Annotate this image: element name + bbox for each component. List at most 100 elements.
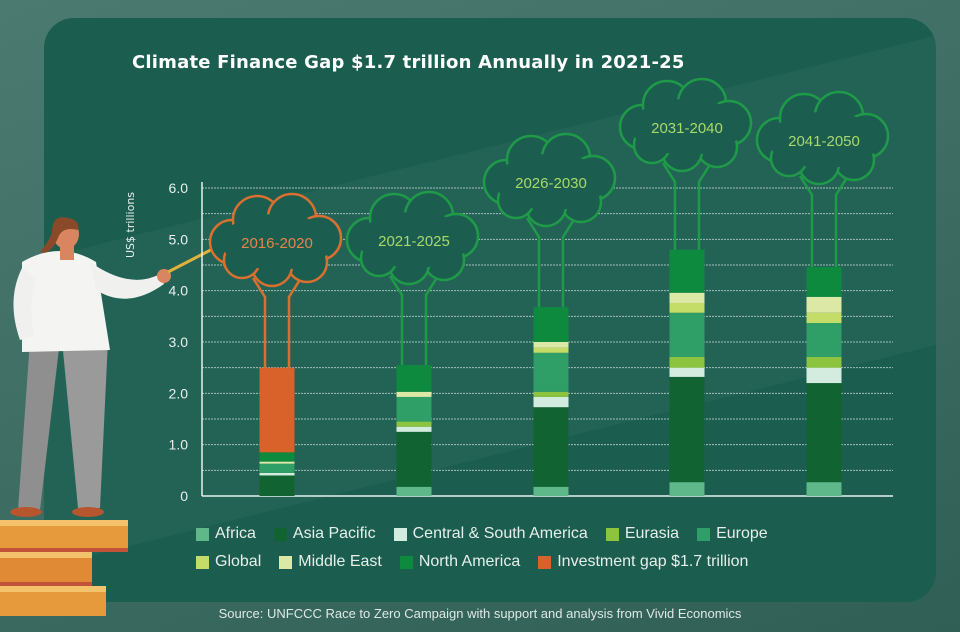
- legend-item: North America: [399, 553, 521, 571]
- bar-segment-central-south-america: [669, 367, 705, 377]
- bar-segment-central-south-america: [259, 472, 295, 476]
- tree-period-label: 2041-2050: [788, 133, 860, 150]
- legend-item: Investment gap $1.7 trillion: [538, 553, 748, 571]
- bar-segment-north-america: [669, 249, 705, 293]
- tree-canopy: [345, 190, 480, 286]
- chart-title: Climate Finance Gap $1.7 trillion Annual…: [132, 52, 685, 73]
- tree-trunk: [251, 277, 303, 368]
- bar-segment-global: [533, 347, 569, 353]
- bar-segment-north-america: [533, 307, 569, 342]
- tree-trunk: [798, 175, 850, 268]
- presenter-illustration: [0, 217, 227, 616]
- bar-segment-central-south-america: [396, 426, 432, 432]
- legend: Africa Asia Pacific Central & South Americ…: [196, 520, 856, 576]
- legend-label: Eurasia: [624, 525, 680, 542]
- legend-swatch: [273, 527, 287, 541]
- bar-segment-asia-pacific: [669, 376, 705, 483]
- legend-row: Global Middle East North America Investment…: [196, 548, 856, 576]
- tree-outline: 2021-2025: [345, 190, 480, 366]
- bar-segment-asia-pacific: [259, 475, 295, 496]
- bar-segment-central-south-america: [533, 396, 569, 408]
- bar-segment-global: [806, 312, 842, 324]
- bar-segment-investment-gap-1-7-trillion: [259, 367, 295, 453]
- legend-label: Global: [215, 553, 262, 570]
- bar-segment-europe: [806, 323, 842, 357]
- tree-canopy: [208, 192, 343, 288]
- bar-segment-europe: [669, 312, 705, 357]
- tree-outline: 2041-2050: [755, 90, 890, 268]
- bar-stack-2031-2040: [669, 249, 705, 496]
- bar-stack-2041-2050: [806, 267, 842, 496]
- y-tick-label: 2.0: [169, 385, 189, 401]
- legend-label: Africa: [215, 525, 256, 542]
- bar-segment-north-america: [259, 452, 295, 462]
- legend-label: North America: [418, 553, 521, 570]
- bar-segment-africa: [533, 486, 569, 496]
- legend-swatch: [697, 527, 711, 541]
- bar-segment-eurasia: [396, 421, 432, 427]
- bar-segment-eurasia: [533, 391, 569, 397]
- legend-swatch: [393, 527, 407, 541]
- bar-segment-middle-east: [259, 461, 295, 464]
- bar-segment-asia-pacific: [396, 431, 432, 487]
- tree-outline: 2026-2030: [482, 132, 617, 308]
- legend-item: Eurasia: [605, 525, 680, 543]
- bar-segment-middle-east: [806, 296, 842, 313]
- legend-item: Central & South America: [393, 525, 588, 543]
- bar-segment-north-america: [396, 365, 432, 392]
- source-note: Source: UNFCCC Race to Zero Campaign wit…: [218, 606, 742, 621]
- canopy-fill: [495, 154, 607, 210]
- bar-segment-europe: [533, 352, 569, 392]
- bar-segment-central-south-america: [806, 367, 842, 384]
- legend-row: Africa Asia Pacific Central & South Americ…: [196, 520, 856, 548]
- bar-stack-2026-2030: [533, 307, 569, 496]
- tree-canopy: [755, 90, 890, 186]
- bar-segment-middle-east: [396, 391, 432, 397]
- bar-segment-africa: [396, 486, 432, 496]
- legend-swatch: [399, 555, 413, 569]
- bar-segment-eurasia: [669, 356, 705, 368]
- canopy-fill: [358, 212, 470, 268]
- legend-item: Europe: [697, 525, 768, 543]
- tree-period-label: 2016-2020: [241, 235, 313, 252]
- bar-stack-2016-2020: [259, 367, 295, 496]
- legend-label: Investment gap $1.7 trillion: [557, 553, 749, 570]
- tree-trunk: [388, 275, 440, 366]
- legend-label: Europe: [716, 525, 768, 542]
- bar-stack-2021-2025: [396, 365, 432, 496]
- legend-item: Africa: [196, 525, 256, 543]
- legend-item: Middle East: [279, 553, 382, 571]
- y-tick-label: 1.0: [169, 437, 189, 453]
- y-tick-label: 5.0: [169, 231, 189, 247]
- bar-segment-eurasia: [806, 356, 842, 368]
- bar-segment-europe: [259, 463, 295, 473]
- y-tick-label: 6.0: [169, 180, 189, 196]
- legend-item: Global: [196, 553, 261, 571]
- bar-segment-global: [669, 302, 705, 313]
- canopy-fill: [768, 112, 880, 168]
- bar-segment-asia-pacific: [806, 383, 842, 483]
- bar-segment-north-america: [806, 267, 842, 297]
- tree-outline: 2016-2020: [208, 192, 343, 368]
- bar-segment-africa: [669, 482, 705, 496]
- y-tick-label: 3.0: [169, 334, 189, 350]
- y-tick-label: 4.0: [169, 283, 189, 299]
- legend-label: Central & South America: [412, 525, 588, 542]
- legend-swatch: [605, 527, 619, 541]
- legend-item: Asia Pacific: [273, 525, 376, 543]
- tree-canopy: [482, 132, 617, 228]
- legend-label: Asia Pacific: [292, 525, 376, 542]
- y-tick-label: 0: [180, 488, 188, 504]
- bar-segment-europe: [396, 396, 432, 422]
- tree-period-label: 2031-2040: [651, 120, 723, 137]
- tree-period-label: 2021-2025: [378, 233, 450, 250]
- bar-segment-middle-east: [533, 342, 569, 348]
- legend-label: Middle East: [298, 553, 382, 570]
- bar-segment-africa: [806, 482, 842, 496]
- tree-period-label: 2026-2030: [515, 175, 587, 192]
- legend-swatch: [279, 555, 293, 569]
- tree-trunk: [525, 217, 577, 308]
- tree-outline: 2031-2040: [618, 77, 753, 250]
- legend-swatch: [196, 527, 209, 541]
